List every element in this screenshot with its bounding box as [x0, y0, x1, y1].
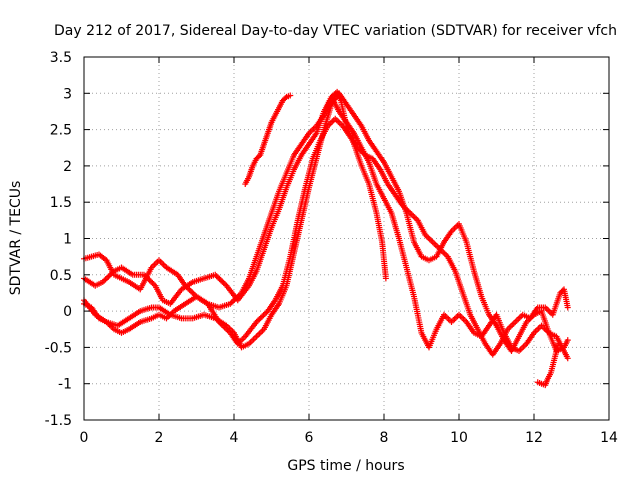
- y-tick-label: 3.5: [50, 50, 72, 66]
- y-tick-label: 0.5: [50, 268, 72, 284]
- series-track-a: [81, 88, 389, 311]
- x-axis-label: GPS time / hours: [287, 458, 404, 474]
- x-tick-label: 12: [525, 430, 543, 446]
- data-point: [564, 337, 571, 344]
- data-point: [189, 289, 196, 296]
- data-point: [257, 314, 264, 321]
- y-tick-label: -1: [58, 377, 72, 393]
- plot-frame: [83, 56, 610, 421]
- x-tick-label: 6: [305, 430, 314, 446]
- data-point: [105, 273, 112, 280]
- data-point: [216, 275, 223, 282]
- data-point: [287, 92, 294, 99]
- data-point: [555, 340, 562, 347]
- x-tick-label: 14: [600, 430, 618, 446]
- data-point: [282, 95, 289, 102]
- data-point: [213, 273, 220, 280]
- y-tick-label: 2.5: [50, 123, 72, 139]
- data-point: [103, 274, 110, 281]
- data-point: [220, 279, 227, 286]
- y-tick-label: 1: [63, 232, 72, 248]
- data-point: [256, 153, 262, 160]
- y-tick-label: 1.5: [50, 195, 72, 211]
- y-tick-label: -0.5: [45, 340, 72, 356]
- data-point: [259, 313, 266, 320]
- data-points: [81, 88, 571, 389]
- data-point: [219, 278, 226, 285]
- y-axis-ticks: -1.5 -1 -0.5 0 0.5 1 1.5 2 2.5 3 3.5: [45, 50, 609, 429]
- x-axis-ticks: 0 2 4 6 8 10 12 14: [80, 57, 618, 446]
- y-tick-label: 0: [63, 304, 72, 320]
- x-tick-label: 0: [80, 430, 89, 446]
- y-tick-label: -1.5: [45, 413, 72, 429]
- y-tick-label: 3: [63, 86, 72, 102]
- data-point: [187, 288, 194, 295]
- x-tick-label: 10: [450, 430, 468, 446]
- x-tick-label: 2: [155, 430, 164, 446]
- x-tick-label: 8: [380, 430, 389, 446]
- data-point: [564, 355, 571, 362]
- data-point: [261, 310, 268, 317]
- grid-lines: [84, 57, 609, 420]
- data-point: [148, 278, 155, 285]
- series-segment-e: [242, 92, 294, 188]
- series-segment-f: [534, 340, 562, 389]
- chart-title: Day 212 of 2017, Sidereal Day-to-day VTE…: [54, 23, 617, 39]
- y-tick-label: 2: [63, 159, 72, 175]
- data-point: [260, 312, 267, 319]
- data-point: [102, 276, 109, 283]
- data-point: [564, 304, 571, 311]
- x-tick-label: 4: [230, 430, 239, 446]
- data-point: [256, 316, 263, 323]
- data-point: [217, 277, 224, 284]
- series-track-d: [81, 90, 571, 355]
- data-point: [382, 275, 389, 282]
- y-axis-label: SDTVAR / TECUs: [8, 181, 24, 296]
- data-point: [149, 279, 156, 286]
